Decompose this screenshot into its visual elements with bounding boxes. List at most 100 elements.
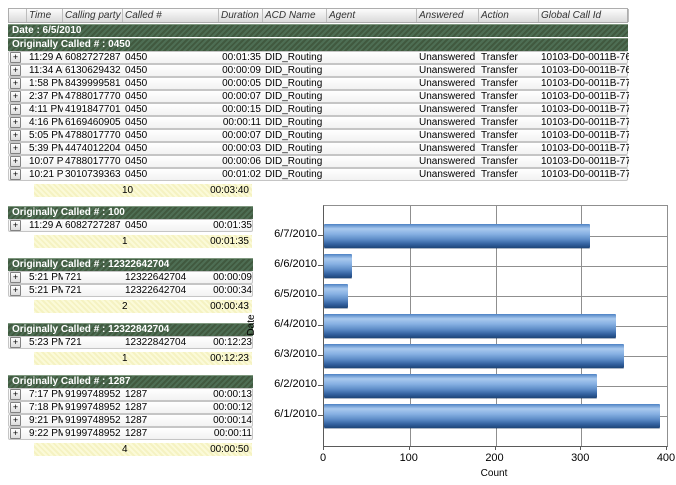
- table-cell: 00:00:13: [213, 389, 252, 400]
- table-cell: 721: [65, 272, 82, 283]
- table-cell: 11:34 AM: [29, 65, 63, 76]
- y-tick-label: 6/2/2010: [274, 378, 317, 390]
- expand-cell: +: [9, 389, 27, 400]
- expand-icon[interactable]: +: [10, 143, 21, 154]
- table-cell: [327, 117, 417, 128]
- table-cell: 10103-D0-0011B-77F: [541, 169, 629, 180]
- table-cell: 10103-D0-0011B-778: [541, 143, 629, 154]
- table-cell: 4788017770: [65, 156, 121, 167]
- table-row: +4:11 PM 4191847701 0450 00:00:15 DID_Routin…: [8, 103, 629, 116]
- group-header: Originally Called # : 12322842704: [8, 323, 253, 336]
- expand-icon[interactable]: +: [10, 220, 21, 231]
- y-axis-tick: [318, 295, 323, 296]
- table-cell: 5:05 PM: [29, 130, 63, 141]
- table-cell: 0450: [125, 91, 148, 102]
- table-cell: 11:29 AM: [29, 220, 63, 231]
- expand-icon[interactable]: +: [10, 415, 21, 426]
- table-cell: 10103-D0-0011B-770: [541, 78, 629, 89]
- x-tick-label: 200: [485, 452, 504, 464]
- table-cell: 2:37 PM: [29, 91, 63, 102]
- table-cell: DID_Routing: [265, 104, 323, 115]
- expand-cell: +: [9, 169, 27, 180]
- expand-icon[interactable]: +: [10, 156, 21, 167]
- bar: [324, 314, 616, 338]
- table-cell: 4:16 PM: [29, 117, 63, 128]
- expand-icon[interactable]: +: [10, 130, 21, 141]
- originally-called-group: Originally Called # : 12322842704 +5:23 P…: [8, 323, 253, 365]
- table-cell: Transfer: [481, 104, 518, 115]
- expand-icon[interactable]: +: [10, 389, 21, 400]
- expand-icon[interactable]: +: [10, 402, 21, 413]
- column-header: Action: [479, 9, 539, 22]
- table-row: +5:21 PM 721 12322642704 00:00:09: [8, 271, 253, 284]
- expand-icon[interactable]: +: [10, 52, 21, 63]
- expand-icon[interactable]: +: [10, 272, 21, 283]
- y-axis-tick: [318, 235, 323, 236]
- table-cell: 5:21 PM: [29, 285, 63, 296]
- table-cell: 4:11 PM: [29, 104, 63, 115]
- table-cell: 5:39 PM: [29, 143, 63, 154]
- summary-count: 2: [122, 301, 128, 312]
- expand-icon[interactable]: +: [10, 285, 21, 296]
- table-cell: 00:00:07: [222, 130, 261, 141]
- table-cell: 9199748952: [65, 428, 121, 439]
- table-cell: 0450: [125, 220, 148, 231]
- table-cell: 0450: [125, 156, 148, 167]
- table-cell: 4474012204: [65, 143, 121, 154]
- expand-icon[interactable]: +: [10, 104, 21, 115]
- y-axis-tick: [318, 385, 323, 386]
- table-cell: 5:21 PM: [29, 272, 63, 283]
- table-cell: 00:00:05: [222, 78, 261, 89]
- y-tick-label: 6/3/2010: [274, 348, 317, 360]
- table-row: +11:29 AM6082727287 0450 00:01:35 DID_Routi…: [8, 51, 629, 64]
- table-cell: Transfer: [481, 52, 518, 63]
- expand-icon[interactable]: +: [10, 428, 21, 439]
- bar: [324, 284, 348, 308]
- y-axis-tick: [318, 415, 323, 416]
- table-cell: Transfer: [481, 91, 518, 102]
- expand-cell: +: [9, 220, 27, 231]
- table-cell: DID_Routing: [265, 130, 323, 141]
- table-row: +5:21 PM 721 12322642704 00:00:34: [8, 284, 253, 297]
- vertical-gridline: [667, 206, 668, 446]
- table-cell: 6169460905: [65, 117, 121, 128]
- group-summary-row: 1 00:12:23: [34, 352, 252, 365]
- expand-cell: +: [9, 428, 27, 439]
- table-cell: 0450: [125, 78, 148, 89]
- table-cell: 10103-D0-0011B-773: [541, 117, 629, 128]
- table-row: +5:05 PM 4788017770 0450 00:00:07 DID_Routin…: [8, 129, 629, 142]
- table-cell: 0450: [125, 130, 148, 141]
- summary-count: 1: [122, 236, 128, 247]
- expand-cell: +: [9, 130, 27, 141]
- expand-icon[interactable]: +: [10, 169, 21, 180]
- table-cell: Unanswered: [419, 130, 476, 141]
- expand-icon[interactable]: +: [10, 91, 21, 102]
- table-cell: Transfer: [481, 65, 518, 76]
- table-cell: 0450: [125, 143, 148, 154]
- group-header: Originally Called # : 100: [8, 206, 253, 219]
- table-cell: 4191847701: [65, 104, 121, 115]
- expand-icon[interactable]: +: [10, 337, 21, 348]
- expand-icon[interactable]: +: [10, 65, 21, 76]
- expand-cell: +: [9, 91, 27, 102]
- table-cell: Transfer: [481, 143, 518, 154]
- originally-called-group: Originally Called # : 100+11:29 AM608272…: [8, 206, 253, 248]
- table-cell: 11:29 AM: [29, 52, 63, 63]
- table-cell: 00:00:07: [222, 91, 261, 102]
- table-row: +7:17 PM 9199748952 1287 00:00:13: [8, 388, 253, 401]
- table-cell: 0450: [125, 65, 148, 76]
- date-group-header: Date : 6/5/2010: [8, 24, 628, 37]
- table-cell: 10:21 PM: [29, 169, 63, 180]
- expand-icon[interactable]: +: [10, 117, 21, 128]
- x-axis-tick: [408, 446, 410, 450]
- expand-icon[interactable]: +: [10, 78, 21, 89]
- table-cell: 7:18 PM: [29, 402, 63, 413]
- table-cell: Unanswered: [419, 91, 476, 102]
- table-cell: 1287: [125, 389, 148, 400]
- table-cell: 0450: [125, 117, 148, 128]
- table-cell: 10103-D0-0011B-771: [541, 91, 629, 102]
- horizontal-gridline: [324, 266, 667, 267]
- table-cell: Transfer: [481, 156, 518, 167]
